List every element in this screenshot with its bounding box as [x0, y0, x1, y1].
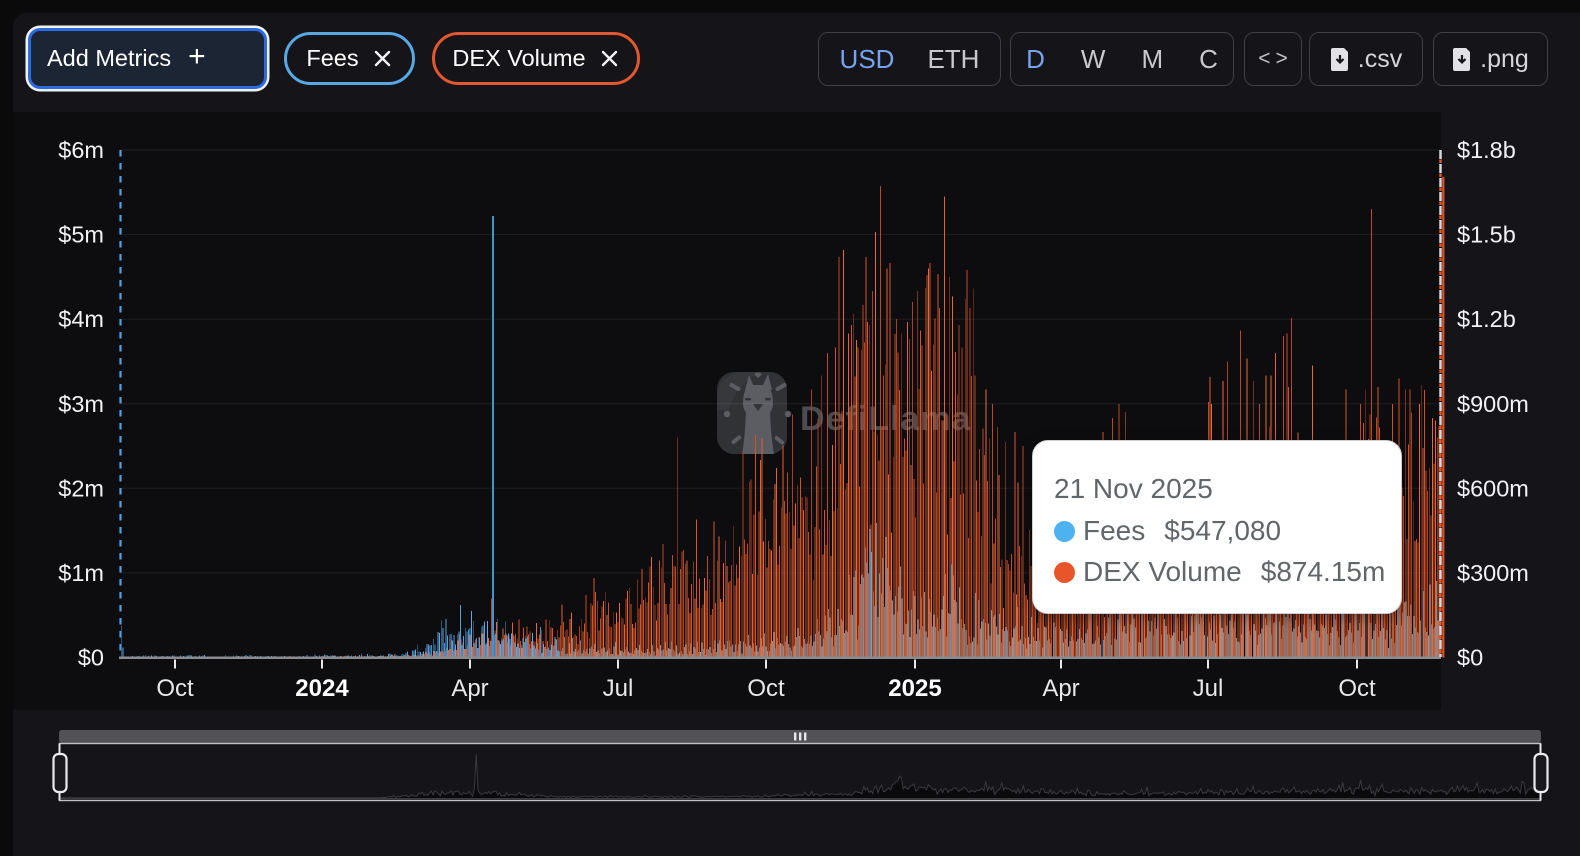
svg-text:$0: $0 — [1457, 645, 1483, 671]
svg-text:Oct: Oct — [747, 675, 785, 702]
svg-text:$4m: $4m — [58, 306, 104, 332]
svg-text:Apr: Apr — [1042, 675, 1079, 702]
svg-text:2024: 2024 — [295, 675, 349, 702]
svg-text:$6m: $6m — [58, 137, 104, 163]
svg-text:Oct: Oct — [156, 675, 194, 702]
svg-text:$1m: $1m — [58, 560, 104, 586]
svg-text:Oct: Oct — [1338, 675, 1376, 702]
svg-text:2025: 2025 — [888, 675, 941, 702]
svg-text:Jul: Jul — [1193, 675, 1224, 702]
svg-text:$1.8b: $1.8b — [1457, 137, 1516, 163]
svg-text:$300m: $300m — [1457, 560, 1529, 586]
svg-text:Apr: Apr — [451, 675, 488, 702]
svg-text:$600m: $600m — [1457, 475, 1529, 501]
svg-text:$3m: $3m — [58, 391, 104, 417]
svg-text:$900m: $900m — [1457, 391, 1529, 417]
svg-text:$5m: $5m — [58, 222, 104, 248]
svg-text:Jul: Jul — [603, 675, 634, 702]
svg-text:$1.2b: $1.2b — [1457, 306, 1516, 332]
svg-text:$0: $0 — [78, 645, 104, 671]
svg-text:$2m: $2m — [58, 475, 104, 501]
svg-text:$1.5b: $1.5b — [1457, 222, 1516, 248]
